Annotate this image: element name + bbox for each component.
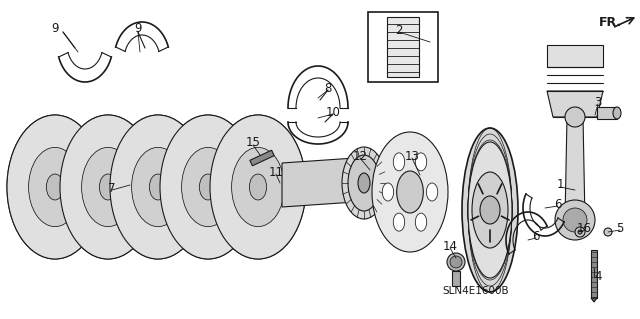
Ellipse shape	[60, 115, 156, 259]
Ellipse shape	[347, 160, 363, 200]
Polygon shape	[597, 107, 617, 119]
Polygon shape	[547, 91, 603, 117]
Ellipse shape	[447, 253, 465, 271]
Ellipse shape	[7, 115, 103, 259]
Ellipse shape	[250, 174, 267, 200]
Text: 6: 6	[532, 229, 540, 242]
Polygon shape	[591, 298, 597, 302]
Text: SLN4E1600B: SLN4E1600B	[443, 286, 509, 296]
Ellipse shape	[393, 153, 404, 171]
Ellipse shape	[110, 115, 206, 259]
Ellipse shape	[168, 168, 198, 226]
Ellipse shape	[426, 183, 438, 201]
Text: 7: 7	[108, 182, 116, 195]
Text: 1: 1	[556, 179, 564, 191]
Text: 3: 3	[595, 95, 602, 108]
Ellipse shape	[555, 200, 595, 240]
Ellipse shape	[132, 147, 184, 226]
Ellipse shape	[7, 115, 103, 259]
Ellipse shape	[468, 142, 512, 278]
Ellipse shape	[110, 115, 206, 259]
Ellipse shape	[604, 228, 612, 236]
Polygon shape	[387, 17, 419, 77]
Text: 5: 5	[616, 221, 624, 234]
Ellipse shape	[382, 183, 394, 201]
Ellipse shape	[480, 196, 500, 224]
Ellipse shape	[46, 174, 63, 200]
Ellipse shape	[397, 171, 423, 213]
Polygon shape	[250, 150, 274, 166]
Ellipse shape	[200, 174, 216, 200]
Ellipse shape	[462, 128, 518, 292]
Ellipse shape	[60, 115, 156, 259]
Ellipse shape	[415, 153, 427, 171]
Ellipse shape	[342, 147, 386, 219]
Polygon shape	[547, 45, 603, 67]
Ellipse shape	[118, 138, 148, 196]
Ellipse shape	[578, 230, 582, 234]
Text: 12: 12	[353, 151, 367, 164]
Polygon shape	[282, 158, 355, 207]
Ellipse shape	[232, 147, 284, 226]
Ellipse shape	[210, 115, 306, 259]
Ellipse shape	[99, 174, 116, 200]
Ellipse shape	[210, 115, 306, 259]
Ellipse shape	[472, 172, 508, 248]
Ellipse shape	[393, 213, 404, 231]
Ellipse shape	[575, 227, 585, 237]
Text: 2: 2	[396, 24, 403, 36]
Ellipse shape	[66, 138, 97, 196]
Ellipse shape	[218, 168, 248, 226]
Ellipse shape	[182, 147, 234, 226]
Ellipse shape	[372, 132, 448, 252]
Text: 4: 4	[595, 270, 602, 283]
Polygon shape	[452, 271, 460, 286]
Text: 8: 8	[324, 81, 332, 94]
Text: 10: 10	[326, 106, 340, 118]
Bar	[368, 12, 438, 82]
Ellipse shape	[29, 147, 81, 226]
Text: FR.: FR.	[598, 16, 621, 28]
Text: 11: 11	[269, 166, 284, 179]
Ellipse shape	[613, 107, 621, 119]
Ellipse shape	[563, 208, 587, 232]
Ellipse shape	[348, 155, 380, 211]
Text: 9: 9	[51, 21, 59, 34]
Text: 6: 6	[554, 197, 562, 211]
Ellipse shape	[415, 213, 427, 231]
Ellipse shape	[160, 115, 256, 259]
Text: 13: 13	[404, 151, 419, 164]
Ellipse shape	[565, 107, 585, 127]
Ellipse shape	[358, 173, 370, 193]
Polygon shape	[565, 117, 585, 220]
Text: 14: 14	[442, 241, 458, 254]
Polygon shape	[591, 250, 597, 298]
Ellipse shape	[149, 174, 166, 200]
Text: 16: 16	[577, 221, 591, 234]
Ellipse shape	[450, 256, 462, 268]
Ellipse shape	[160, 115, 256, 259]
Text: 9: 9	[134, 21, 141, 34]
Ellipse shape	[82, 147, 134, 226]
Text: 15: 15	[246, 136, 260, 149]
